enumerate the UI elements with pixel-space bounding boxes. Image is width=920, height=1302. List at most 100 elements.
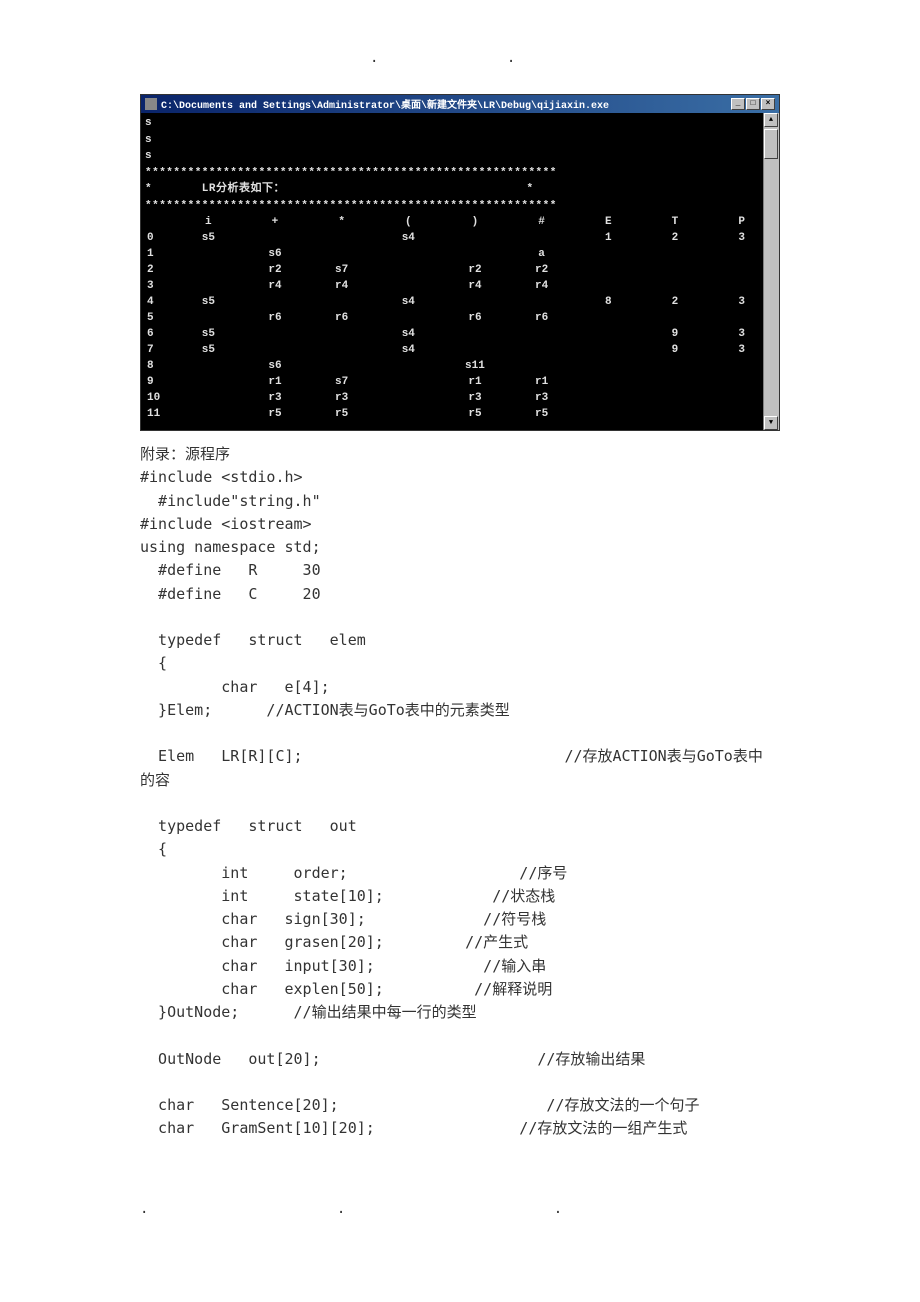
lr-table: i+*()#ETP0s5s41231s6a2r2s7r2r23r4r4r4r44… <box>145 214 775 422</box>
table-row: 7s5s493 <box>145 342 775 358</box>
code-line: #include"string.h" <box>140 490 780 513</box>
table-cell: r6 <box>242 310 309 326</box>
table-cell: s7 <box>308 262 375 278</box>
table-row: 4s5s4823 <box>145 294 775 310</box>
maximize-button[interactable]: □ <box>746 98 760 110</box>
table-cell: r1 <box>242 374 309 390</box>
dot: . <box>554 1201 562 1217</box>
code-line: OutNode out[20]; //存放输出结果 <box>140 1048 780 1071</box>
console-header: * LR分析表如下： * <box>145 181 775 198</box>
table-row: 10r3r3r3r3 <box>145 390 775 406</box>
table-cell: s4 <box>375 294 442 310</box>
table-cell: r4 <box>242 278 309 294</box>
table-cell <box>575 342 642 358</box>
table-cell <box>442 326 509 342</box>
table-cell <box>375 310 442 326</box>
table-cell: 1 <box>575 230 642 246</box>
dot: . <box>140 1201 148 1217</box>
table-cell <box>575 246 642 262</box>
table-row: 8s6s11 <box>145 358 775 374</box>
table-header-cell: ) <box>442 214 509 230</box>
table-cell: s5 <box>175 230 242 246</box>
table-cell: s4 <box>375 230 442 246</box>
close-button[interactable]: × <box>761 98 775 110</box>
console-text: s <box>145 132 775 149</box>
table-cell <box>175 246 242 262</box>
state-cell: 1 <box>145 246 175 262</box>
code-line <box>140 722 780 745</box>
console-body: s s s **********************************… <box>141 113 779 430</box>
table-cell <box>508 230 575 246</box>
code-line: }Elem; //ACTION表与GoTo表中的元素类型 <box>140 699 780 722</box>
state-cell: 6 <box>145 326 175 342</box>
table-cell: s11 <box>442 358 509 374</box>
table-cell <box>375 406 442 422</box>
table-cell <box>442 342 509 358</box>
vertical-scrollbar[interactable]: ▲ ▼ <box>763 113 779 430</box>
table-cell: r1 <box>508 374 575 390</box>
table-cell <box>175 406 242 422</box>
header-dots: . . <box>0 0 920 74</box>
table-cell <box>242 294 309 310</box>
table-cell <box>308 342 375 358</box>
table-cell <box>575 358 642 374</box>
code-line <box>140 1071 780 1094</box>
scroll-down-icon[interactable]: ▼ <box>764 416 778 430</box>
table-cell <box>175 374 242 390</box>
code-line: { <box>140 838 780 861</box>
table-cell: s5 <box>175 342 242 358</box>
table-cell <box>575 374 642 390</box>
console-text: s <box>145 148 775 165</box>
table-cell <box>575 390 642 406</box>
code-line: typedef struct elem <box>140 629 780 652</box>
table-cell: 9 <box>642 342 709 358</box>
code-line: char e[4]; <box>140 676 780 699</box>
minimize-button[interactable]: _ <box>731 98 745 110</box>
window-controls: _ □ × <box>731 98 775 110</box>
app-icon <box>145 98 157 110</box>
table-cell: r3 <box>242 390 309 406</box>
table-cell: 8 <box>575 294 642 310</box>
code-line: using namespace std; <box>140 536 780 559</box>
table-cell: r3 <box>442 390 509 406</box>
code-line: #include <stdio.h> <box>140 466 780 489</box>
table-row: 0s5s4123 <box>145 230 775 246</box>
table-cell: r1 <box>442 374 509 390</box>
appendix-title: 附录：源程序 <box>140 443 780 466</box>
table-cell: r2 <box>442 262 509 278</box>
code-line: int state[10]; //状态栈 <box>140 885 780 908</box>
table-cell: r4 <box>442 278 509 294</box>
code-line: char explen[50]; //解释说明 <box>140 978 780 1001</box>
table-cell: r4 <box>508 278 575 294</box>
table-cell: s4 <box>375 326 442 342</box>
scroll-up-icon[interactable]: ▲ <box>764 113 778 127</box>
table-cell <box>575 326 642 342</box>
code-line: char grasen[20]; //产生式 <box>140 931 780 954</box>
table-cell: s5 <box>175 326 242 342</box>
state-cell: 9 <box>145 374 175 390</box>
table-cell: r5 <box>508 406 575 422</box>
table-cell <box>575 406 642 422</box>
console-stars: ****************************************… <box>145 165 775 182</box>
table-cell: r2 <box>242 262 309 278</box>
table-cell <box>508 326 575 342</box>
state-cell: 7 <box>145 342 175 358</box>
code-line <box>140 1024 780 1047</box>
table-cell <box>642 278 709 294</box>
table-cell <box>642 310 709 326</box>
code-line: int order; //序号 <box>140 862 780 885</box>
code-line: char GramSent[10][20]; //存放文法的一组产生式 <box>140 1117 780 1140</box>
scroll-thumb[interactable] <box>764 129 778 159</box>
table-cell <box>575 262 642 278</box>
table-cell: s7 <box>308 374 375 390</box>
code-line: { <box>140 652 780 675</box>
table-header-cell: + <box>242 214 309 230</box>
title-bar[interactable]: C:\Documents and Settings\Administrator\… <box>141 95 779 113</box>
table-row: 2r2s7r2r2 <box>145 262 775 278</box>
table-cell <box>508 358 575 374</box>
table-cell <box>375 358 442 374</box>
table-header-cell <box>145 214 175 230</box>
table-cell: r3 <box>308 390 375 406</box>
table-row: 5r6r6r6r6 <box>145 310 775 326</box>
table-cell <box>575 310 642 326</box>
